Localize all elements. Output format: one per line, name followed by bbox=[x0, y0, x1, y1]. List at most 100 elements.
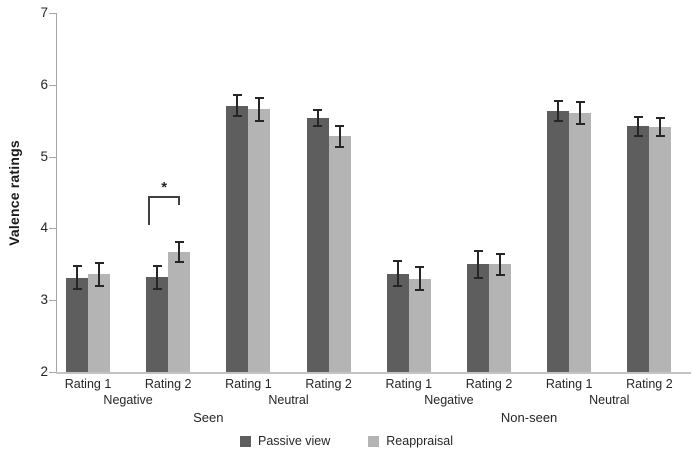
x-category-label: Rating 2 bbox=[305, 377, 352, 391]
passive-view-bar bbox=[627, 126, 650, 372]
y-tick-label: 6 bbox=[40, 76, 48, 92]
error-bar-line bbox=[258, 97, 261, 121]
error-bar-cap-bottom bbox=[313, 124, 323, 127]
x-category-label: Rating 2 bbox=[465, 377, 513, 391]
error-bar-cap-top bbox=[94, 261, 104, 264]
error-bar-cap-bottom bbox=[473, 276, 483, 279]
reappraisal-bar bbox=[489, 264, 511, 372]
y-tick-label: 2 bbox=[40, 364, 48, 379]
x-category-label: Rating 2 bbox=[144, 377, 192, 391]
error-bar-cap-bottom bbox=[174, 261, 184, 264]
reappraisal-bar bbox=[248, 109, 271, 372]
error-bar-line bbox=[338, 126, 341, 147]
passive-view-bar bbox=[386, 273, 409, 372]
error-bar-cap-top bbox=[313, 108, 323, 111]
y-tick-label: 5 bbox=[40, 148, 48, 164]
x-group-label: Neutral bbox=[268, 393, 309, 407]
error-bar-cap-top bbox=[495, 252, 505, 255]
error-bar-cap-top bbox=[575, 101, 585, 104]
y-tick-label: 4 bbox=[40, 220, 48, 236]
significance-bracket-right-leg bbox=[178, 196, 181, 205]
error-bar-cap-bottom bbox=[495, 274, 505, 277]
error-bar-cap-bottom bbox=[94, 284, 104, 287]
error-bar-cap-bottom bbox=[415, 289, 425, 292]
error-bar-cap-top bbox=[335, 125, 345, 128]
legend-swatch bbox=[368, 435, 380, 447]
y-tick-mark bbox=[49, 372, 56, 373]
error-bar-cap-bottom bbox=[335, 145, 345, 148]
x-category-label: Rating 1 bbox=[385, 377, 433, 391]
reappraisal-bar bbox=[408, 278, 431, 372]
reappraisal-bar bbox=[168, 252, 191, 372]
error-bar-line bbox=[98, 262, 100, 286]
error-bar-cap-top bbox=[152, 264, 162, 267]
error-bar-cap-bottom bbox=[232, 115, 242, 118]
error-bar-line bbox=[396, 261, 399, 286]
passive-view-bar bbox=[66, 277, 88, 372]
y-axis-line bbox=[56, 13, 57, 374]
error-bar-line bbox=[557, 101, 560, 122]
legend-label: Passive view bbox=[258, 434, 331, 448]
reappraisal-bar bbox=[569, 112, 592, 372]
y-tick-mark bbox=[49, 300, 56, 302]
error-bar-cap-bottom bbox=[633, 134, 643, 137]
error-bar-cap-bottom bbox=[575, 122, 585, 125]
error-bar-line bbox=[477, 250, 479, 278]
error-bar-cap-bottom bbox=[553, 120, 563, 123]
error-bar-line bbox=[579, 102, 582, 124]
error-bar-line bbox=[418, 267, 421, 291]
error-bar-line bbox=[499, 253, 501, 276]
chart-legend: Passive view Reappraisal bbox=[0, 434, 693, 448]
passive-view-bar bbox=[226, 105, 249, 372]
y-tick-mark bbox=[49, 84, 56, 86]
legend-item-reappraisal: Reappraisal bbox=[368, 434, 453, 448]
passive-view-bar bbox=[146, 277, 169, 372]
y-tick-label: 7 bbox=[40, 5, 48, 20]
error-bar-cap-top bbox=[633, 116, 643, 119]
error-bar-line bbox=[178, 242, 181, 263]
error-bar-line bbox=[637, 117, 640, 136]
legend-label: Reappraisal bbox=[386, 434, 453, 448]
error-bar-cap-top bbox=[553, 100, 563, 103]
error-bar-line bbox=[659, 117, 662, 137]
x-category-label: Rating 1 bbox=[64, 377, 112, 391]
y-tick-mark bbox=[49, 13, 56, 14]
x-category-label: Rating 2 bbox=[626, 377, 673, 391]
x-category-label: Rating 1 bbox=[225, 377, 272, 391]
error-bar-line bbox=[236, 94, 239, 117]
y-axis-title: Valence ratings bbox=[6, 140, 22, 246]
significance-asterisk: * bbox=[161, 179, 168, 196]
reappraisal-bar bbox=[88, 274, 110, 372]
x-supergroup-label: Seen bbox=[193, 410, 224, 425]
y-tick-mark bbox=[49, 228, 56, 230]
x-group-label: Negative bbox=[424, 393, 474, 407]
reappraisal-bar bbox=[328, 136, 351, 372]
x-group-label: Negative bbox=[103, 393, 153, 407]
error-bar-cap-bottom bbox=[393, 284, 403, 287]
error-bar-line bbox=[156, 265, 159, 289]
error-bar-cap-top bbox=[72, 265, 82, 268]
passive-view-bar bbox=[306, 117, 329, 372]
passive-view-bar bbox=[547, 111, 570, 372]
x-category-label: Rating 1 bbox=[545, 377, 593, 391]
error-bar-cap-top bbox=[473, 249, 483, 252]
x-group-label: Neutral bbox=[589, 393, 630, 407]
reappraisal-bar bbox=[649, 127, 672, 372]
x-supergroup-label: Non-seen bbox=[500, 410, 558, 425]
significance-bracket-line bbox=[148, 196, 181, 198]
error-bar-cap-top bbox=[393, 260, 403, 263]
error-bar-cap-top bbox=[174, 241, 184, 244]
significance-bracket-left-leg bbox=[148, 196, 151, 225]
error-bar-cap-top bbox=[415, 266, 425, 269]
y-tick-mark bbox=[49, 156, 56, 158]
error-bar-cap-bottom bbox=[254, 119, 264, 122]
x-axis-line bbox=[56, 372, 691, 374]
error-bar-cap-top bbox=[232, 93, 242, 96]
error-bar-cap-top bbox=[254, 96, 264, 99]
legend-item-passive-view: Passive view bbox=[240, 434, 330, 448]
error-bar-cap-bottom bbox=[655, 135, 665, 138]
legend-swatch bbox=[240, 435, 252, 447]
error-bar-cap-bottom bbox=[152, 287, 162, 290]
error-bar-cap-bottom bbox=[72, 288, 82, 291]
error-bar-line bbox=[316, 109, 319, 126]
